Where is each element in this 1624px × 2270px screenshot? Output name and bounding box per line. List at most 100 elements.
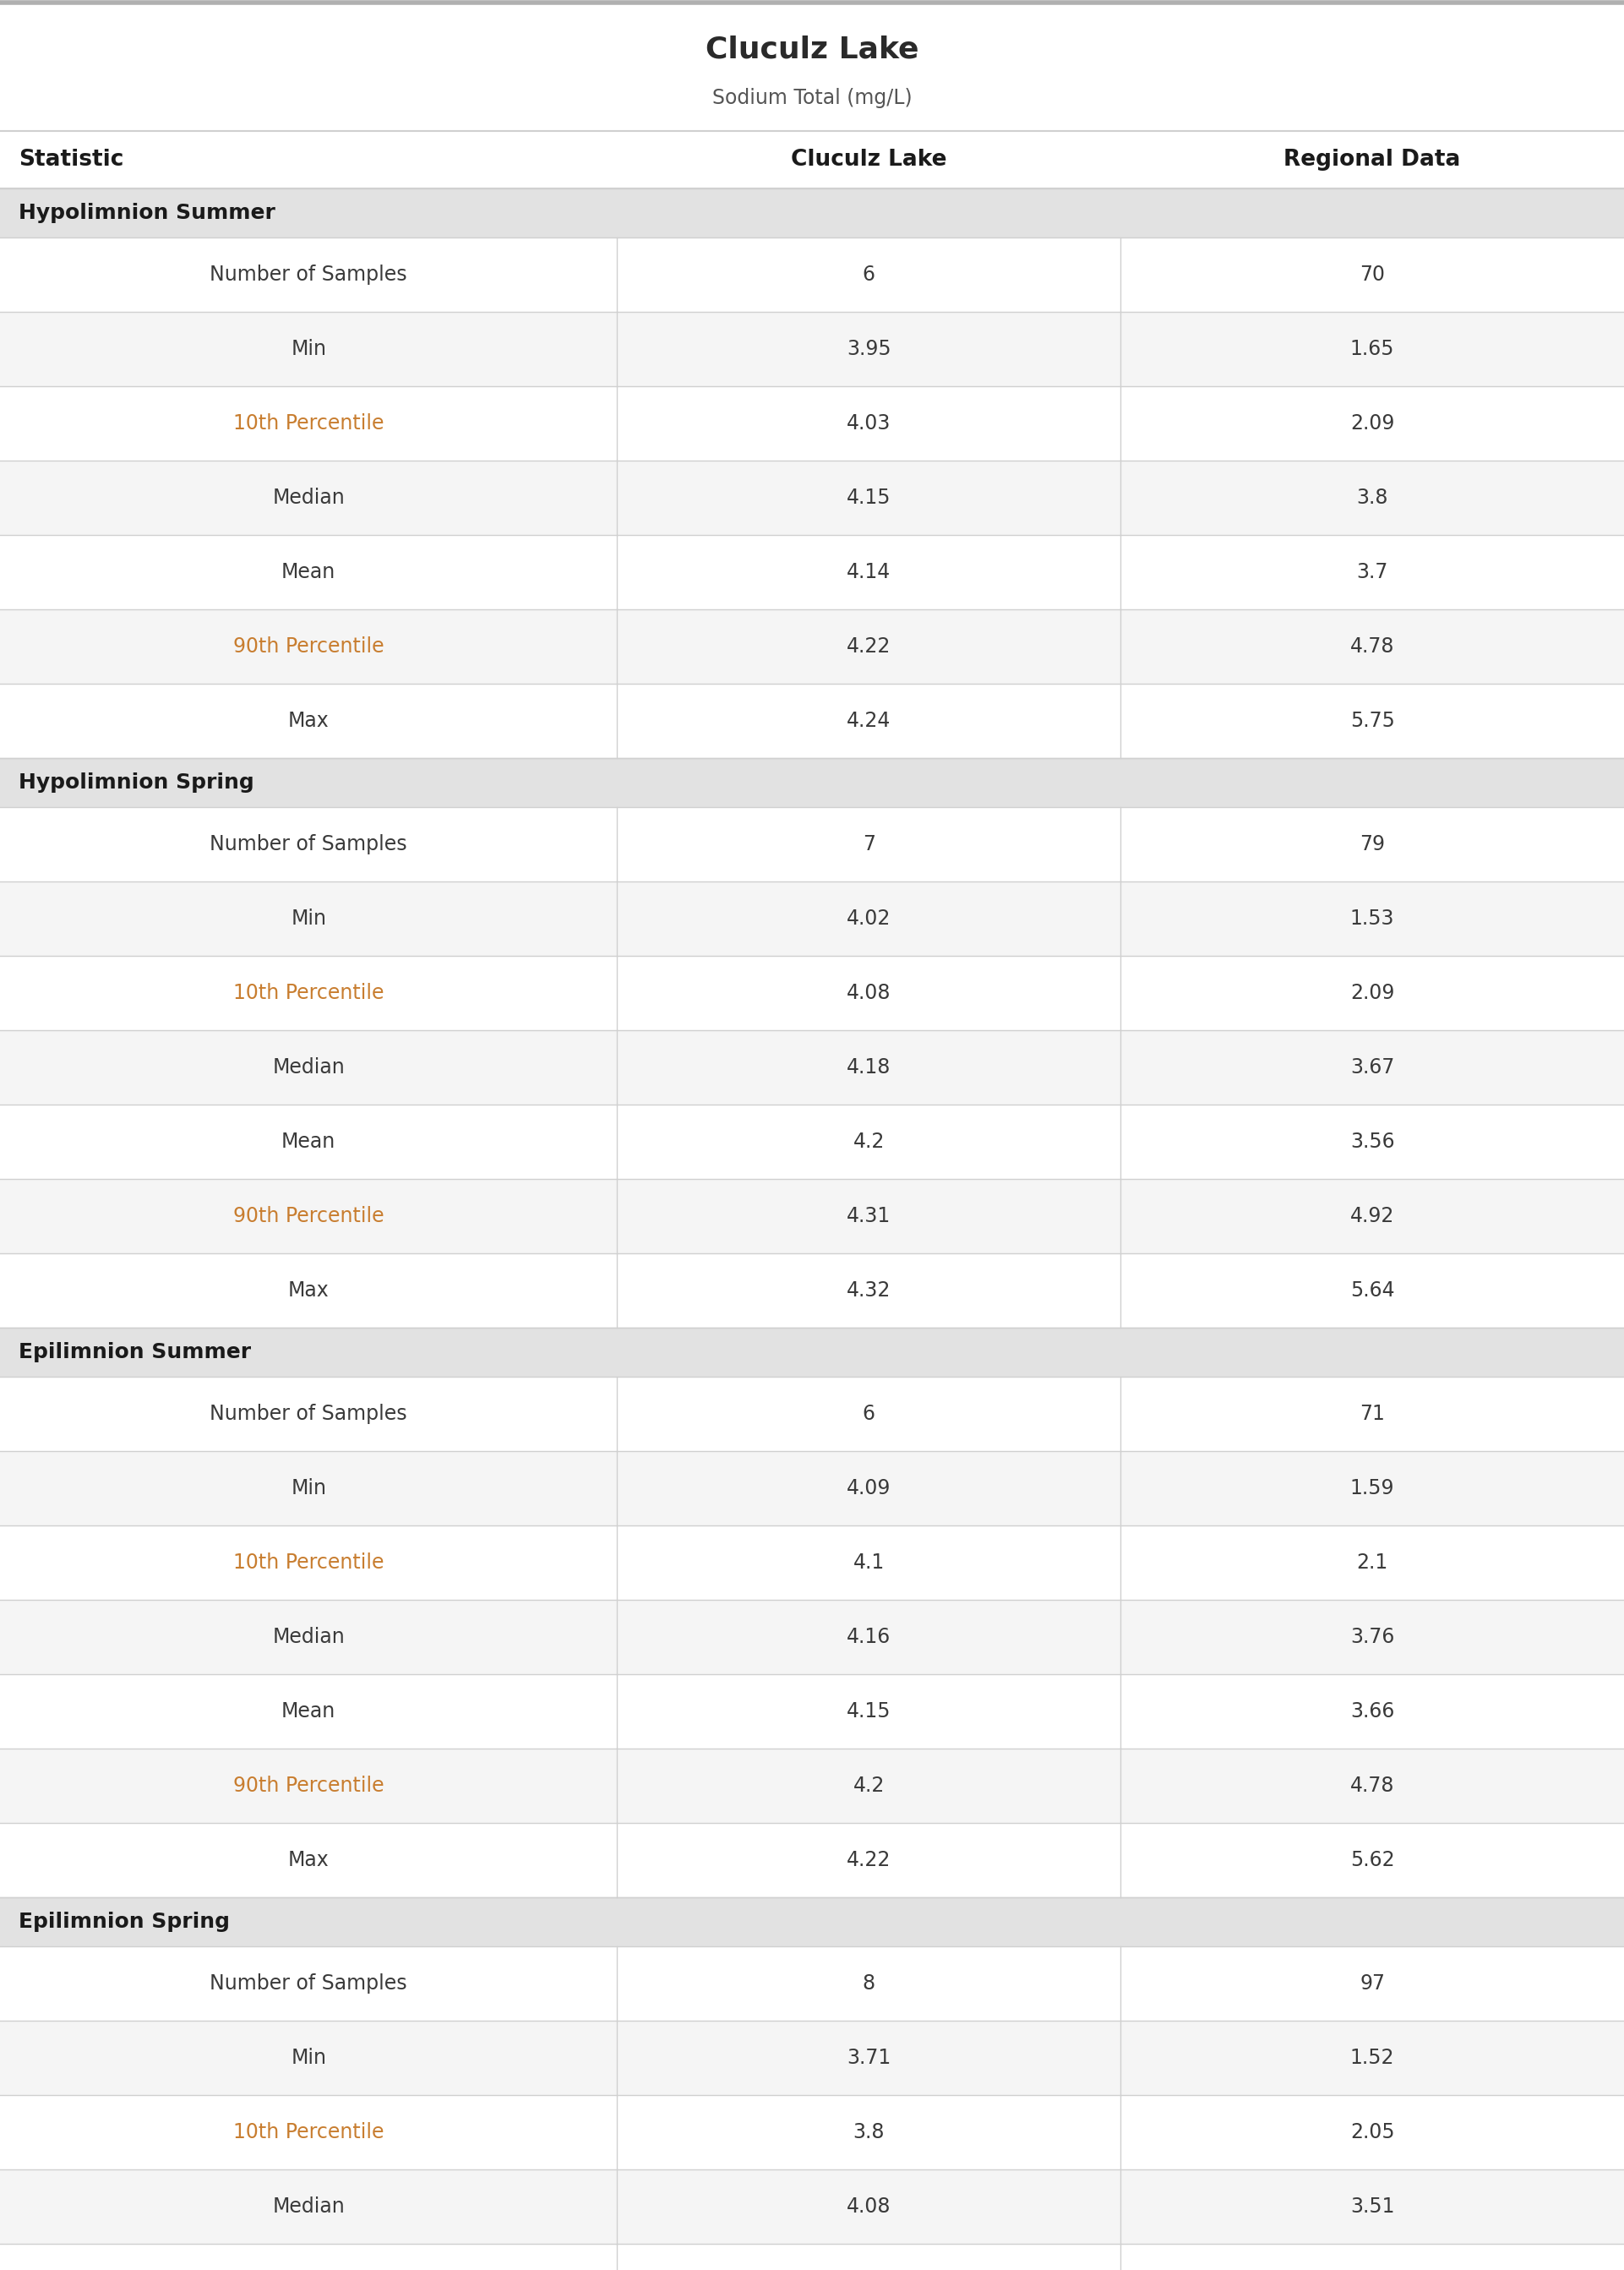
Text: Number of Samples: Number of Samples [209,1403,408,1423]
Text: 4.03: 4.03 [846,413,892,434]
Text: 79: 79 [1359,833,1385,854]
Text: 4.92: 4.92 [1350,1205,1395,1226]
Text: 10th Percentile: 10th Percentile [234,983,383,1003]
Text: Min: Min [291,1478,326,1498]
Text: Median: Median [273,488,344,508]
Text: 10th Percentile: 10th Percentile [234,1553,383,1573]
Bar [0,2170,1624,2243]
Text: Hypolimnion Spring: Hypolimnion Spring [18,772,253,792]
Bar [0,1105,1624,1178]
Text: Cluculz Lake: Cluculz Lake [705,36,919,64]
Text: 4.16: 4.16 [846,1628,892,1648]
Bar [0,1600,1624,1675]
Bar [0,2243,1624,2270]
Bar [0,1253,1624,1328]
Text: 4.22: 4.22 [846,636,892,656]
Text: 1.59: 1.59 [1350,1478,1395,1498]
Bar [0,536,1624,608]
Text: 2.09: 2.09 [1350,413,1395,434]
Text: 5.75: 5.75 [1350,711,1395,731]
Text: Min: Min [291,338,326,359]
Text: Hypolimnion Summer: Hypolimnion Summer [18,202,276,222]
Text: 4.18: 4.18 [846,1058,892,1078]
Text: 3.71: 3.71 [846,2048,892,2068]
Text: 3.51: 3.51 [1350,2197,1395,2218]
Text: Median: Median [273,1058,344,1078]
Bar [0,1178,1624,1253]
Text: 2.09: 2.09 [1350,983,1395,1003]
Text: 5.64: 5.64 [1350,1280,1395,1301]
Bar [0,238,1624,311]
Bar [0,1376,1624,1451]
Text: 4.08: 4.08 [846,2197,892,2218]
Text: 6: 6 [862,266,875,284]
Bar [0,956,1624,1031]
Text: Number of Samples: Number of Samples [209,266,408,284]
Bar [0,1328,1624,1376]
Bar [0,311,1624,386]
Text: 4.78: 4.78 [1350,636,1395,656]
Text: 1.65: 1.65 [1350,338,1395,359]
Text: 5.62: 5.62 [1350,1850,1395,1870]
Text: Median: Median [273,1628,344,1648]
Text: 3.66: 3.66 [1350,1700,1395,1721]
Text: 4.31: 4.31 [846,1205,892,1226]
Bar [0,758,1624,808]
Text: Number of Samples: Number of Samples [209,833,408,854]
Text: 2.05: 2.05 [1350,2122,1395,2143]
Text: Min: Min [291,908,326,928]
Text: 90th Percentile: 90th Percentile [234,1205,383,1226]
Text: Regional Data: Regional Data [1285,150,1460,170]
Bar [0,2095,1624,2170]
Text: Max: Max [287,1850,330,1870]
Text: Mean: Mean [281,1133,336,1151]
Bar [0,808,1624,881]
Text: 97: 97 [1359,1973,1385,1993]
Text: 3.67: 3.67 [1350,1058,1395,1078]
Text: Epilimnion Summer: Epilimnion Summer [18,1342,252,1362]
Text: 4.2: 4.2 [853,1133,885,1151]
Text: 90th Percentile: 90th Percentile [234,1775,383,1796]
Text: 4.14: 4.14 [846,563,892,583]
Text: 4.1: 4.1 [853,1553,885,1573]
Bar [0,1031,1624,1105]
Bar [0,132,1624,188]
Text: 4.15: 4.15 [846,488,892,508]
Text: 70: 70 [1359,266,1385,284]
Bar [0,0,1624,132]
Text: 3.95: 3.95 [846,338,892,359]
Text: 4.02: 4.02 [846,908,892,928]
Text: 71: 71 [1359,1403,1385,1423]
Bar [0,1748,1624,1823]
Text: Max: Max [287,711,330,731]
Text: Number of Samples: Number of Samples [209,1973,408,1993]
Text: 4.22: 4.22 [846,1850,892,1870]
Text: 1.52: 1.52 [1350,2048,1395,2068]
Bar [0,461,1624,536]
Bar [0,683,1624,758]
Text: 3.8: 3.8 [1356,488,1389,508]
Text: Sodium Total (mg/L): Sodium Total (mg/L) [711,89,913,109]
Text: 3.76: 3.76 [1350,1628,1395,1648]
Bar [0,1823,1624,1898]
Text: Statistic: Statistic [18,150,123,170]
Text: Mean: Mean [281,1700,336,1721]
Bar [0,608,1624,683]
Text: 8: 8 [862,1973,875,1993]
Text: Median: Median [273,2197,344,2218]
Text: 4.2: 4.2 [853,1775,885,1796]
Bar [0,1525,1624,1600]
Text: 3.8: 3.8 [853,2122,885,2143]
Text: Min: Min [291,2048,326,2068]
Text: 3.56: 3.56 [1350,1133,1395,1151]
Text: 2.1: 2.1 [1356,1553,1389,1573]
Bar [0,1451,1624,1525]
Bar [0,881,1624,956]
Text: 4.32: 4.32 [846,1280,892,1301]
Bar [0,386,1624,461]
Text: 7: 7 [862,833,875,854]
Text: 4.78: 4.78 [1350,1775,1395,1796]
Text: 1.53: 1.53 [1350,908,1395,928]
Text: 4.09: 4.09 [846,1478,892,1498]
Text: 6: 6 [862,1403,875,1423]
